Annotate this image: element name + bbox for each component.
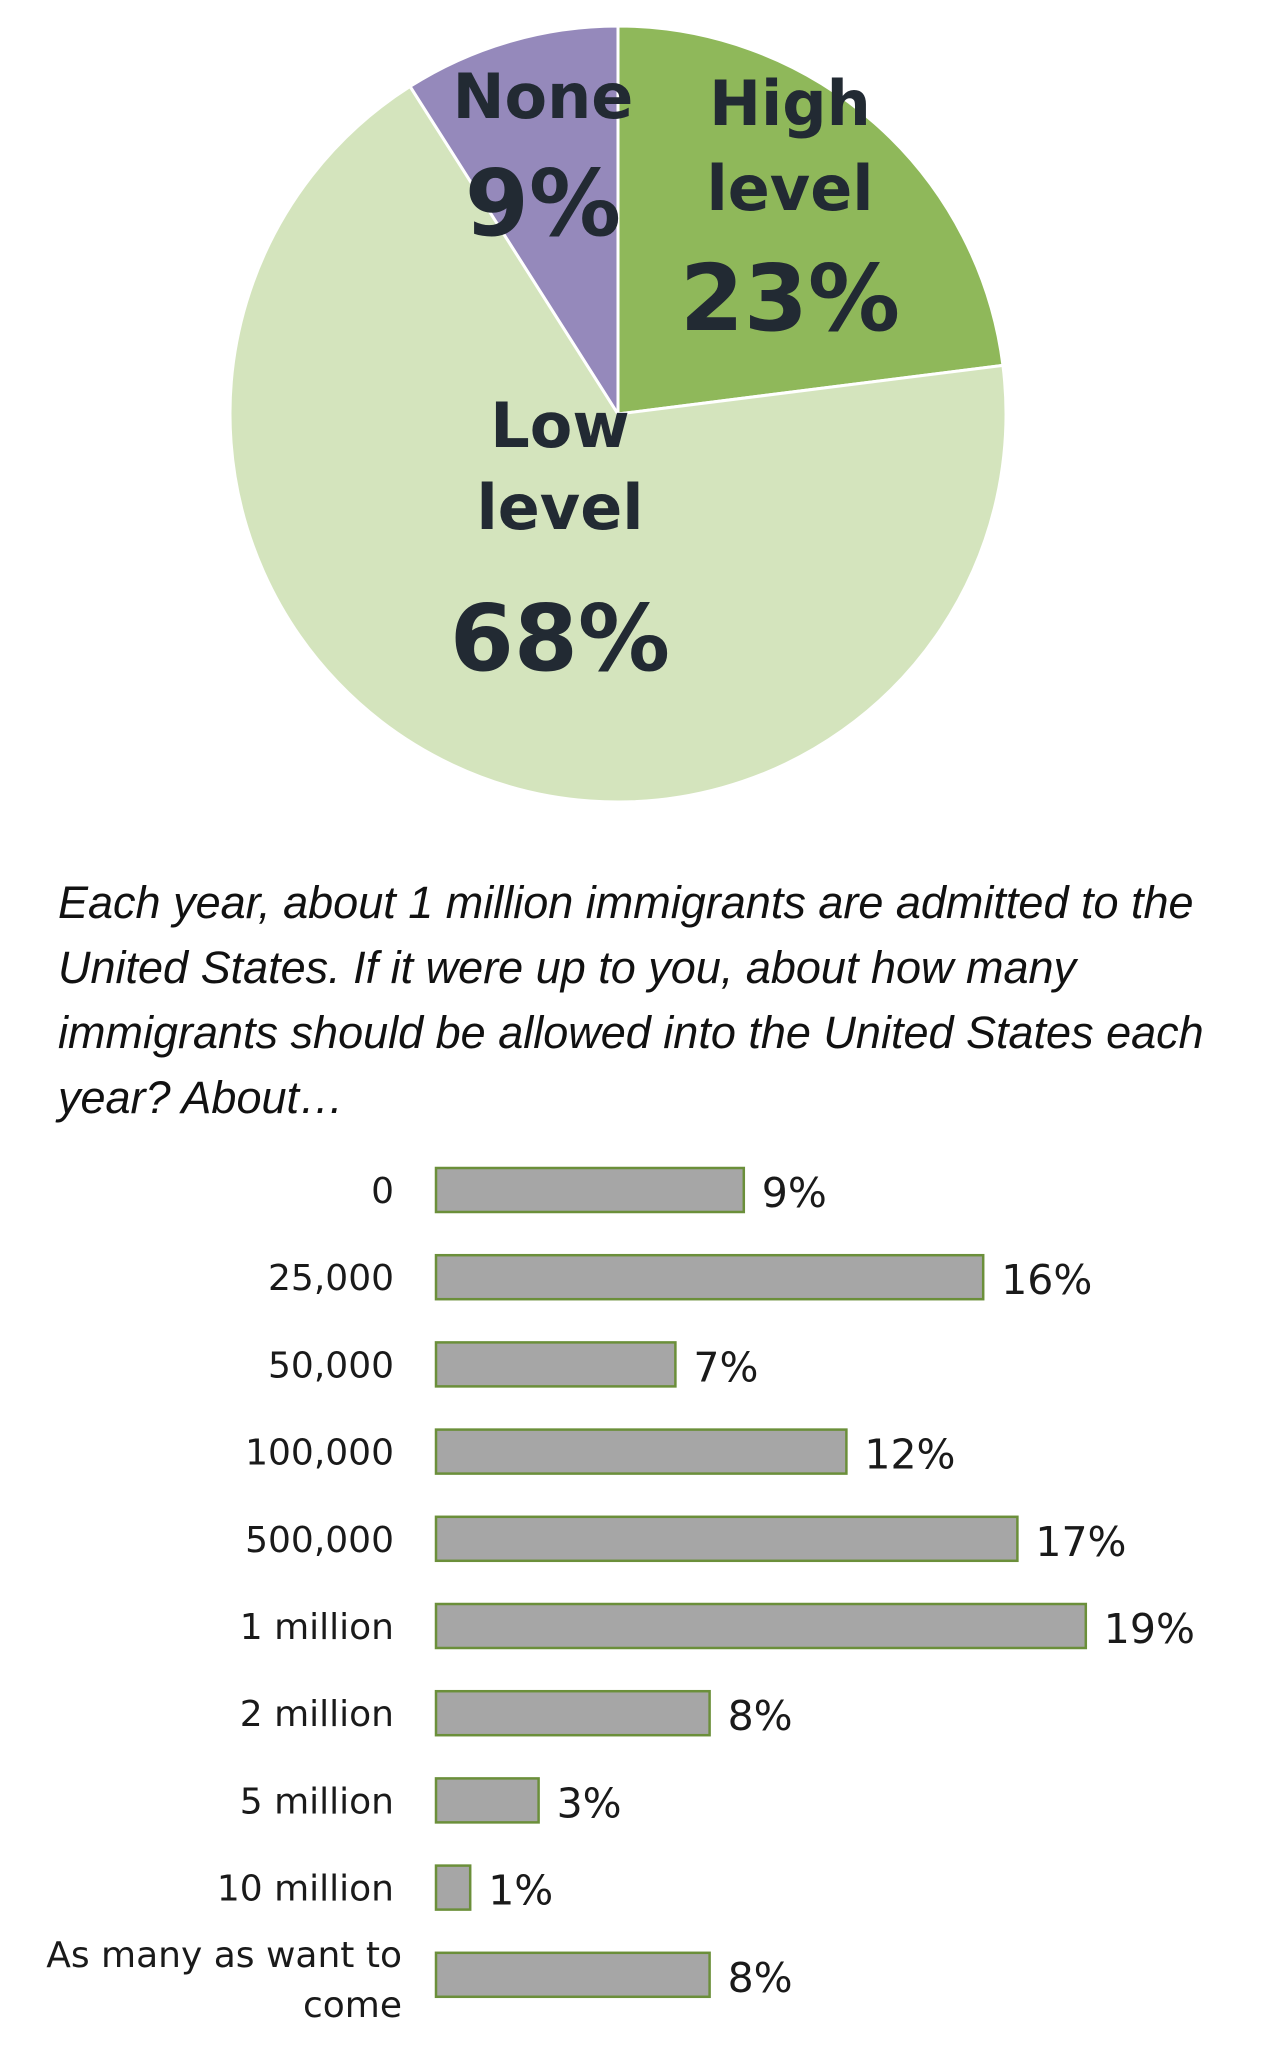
bar-0 xyxy=(434,1166,746,1214)
value-label-0: 9% xyxy=(762,1169,827,1217)
pie-slices xyxy=(228,24,1008,804)
chart-question-title: Each year, about 1 million immigrants ar… xyxy=(58,877,1204,1123)
pie-labels: High level 23% Low level 68% None 9% xyxy=(450,60,900,692)
value-label-as-many-as-want-to-come: 8% xyxy=(728,1954,793,2002)
bar-row-25-000: 25,000 16% xyxy=(268,1253,1092,1304)
pie-label-high-level-line-1: High xyxy=(709,67,871,140)
bar-row-100-000: 100,000 12% xyxy=(245,1428,956,1479)
category-label-25-000: 25,000 xyxy=(268,1258,394,1299)
bar-row-10-million: 10 million 1% xyxy=(217,1864,553,1915)
bar-row-0: 0 9% xyxy=(371,1166,827,1217)
bar-5-million xyxy=(434,1777,540,1824)
category-label-2-million: 2 million xyxy=(240,1694,394,1735)
value-label-50-000: 7% xyxy=(693,1343,758,1391)
bar-row-5-million: 5 million 3% xyxy=(240,1777,622,1827)
bar-chart: 0 9% 25,000 16% 50,000 7% 100,000 12% 500,000 17%… xyxy=(46,1166,1195,2026)
bar-1-million xyxy=(434,1602,1088,1650)
bar-as-many-as-want-to-come xyxy=(434,1951,711,1999)
category-label-50-000: 50,000 xyxy=(268,1345,394,1386)
pie-value-none: 9% xyxy=(465,150,621,257)
pie-slice-low-level xyxy=(228,84,1008,804)
category-label-5-million: 5 million xyxy=(240,1781,394,1822)
value-label-2-million: 8% xyxy=(728,1692,793,1740)
value-label-1-million: 19% xyxy=(1104,1605,1195,1653)
value-label-5-million: 3% xyxy=(557,1779,622,1827)
pie-label-low-level-line-1: Low xyxy=(490,389,629,462)
value-label-10-million: 1% xyxy=(488,1867,553,1915)
bar-row-2-million: 2 million 8% xyxy=(240,1689,793,1740)
value-label-500-000: 17% xyxy=(1035,1518,1126,1566)
bar-rows: 0 9% 25,000 16% 50,000 7% 100,000 12% 500,000 17%… xyxy=(46,1166,1195,2026)
bar-2-million xyxy=(434,1689,711,1737)
category-label-100-000: 100,000 xyxy=(245,1433,394,1474)
bar-500-000 xyxy=(434,1515,1019,1563)
pie-chart: High level 23% Low level 68% None 9% xyxy=(228,24,1008,804)
category-label-500-000: 500,000 xyxy=(245,1520,394,1561)
pie-value-low-level: 68% xyxy=(450,585,670,692)
pie-slice-none xyxy=(408,24,620,420)
category-label-as-many-as-want-to-come-line-1: As many as want to xyxy=(46,1935,402,1976)
pie-value-high-level: 23% xyxy=(680,245,900,352)
category-label-10-million: 10 million xyxy=(217,1869,394,1910)
bar-100-000 xyxy=(434,1428,848,1475)
category-label-0: 0 xyxy=(371,1171,394,1212)
bar-row-1-million: 1 million 19% xyxy=(240,1602,1195,1653)
pie-label-low-level-line-2: level xyxy=(476,471,643,544)
bar-row-50-000: 50,000 7% xyxy=(268,1341,758,1391)
pie-label-high-level-line-2: level xyxy=(706,152,873,225)
bar-50-000 xyxy=(434,1341,677,1388)
category-label-as-many-as-want-to-come-line-2: come xyxy=(303,1985,402,2026)
bar-25-000 xyxy=(434,1253,985,1301)
category-label-1-million: 1 million xyxy=(240,1607,394,1648)
pie-label-none: None xyxy=(453,60,634,133)
bar-row-500-000: 500,000 17% xyxy=(245,1515,1127,1566)
bar-row-as-many-as-want-to-come: As many as want to come 8% xyxy=(46,1935,792,2026)
bar-10-million xyxy=(434,1864,472,1911)
pie-slice-high-level xyxy=(616,24,1005,416)
value-label-25-000: 16% xyxy=(1001,1256,1092,1304)
value-label-100-000: 12% xyxy=(864,1431,955,1479)
